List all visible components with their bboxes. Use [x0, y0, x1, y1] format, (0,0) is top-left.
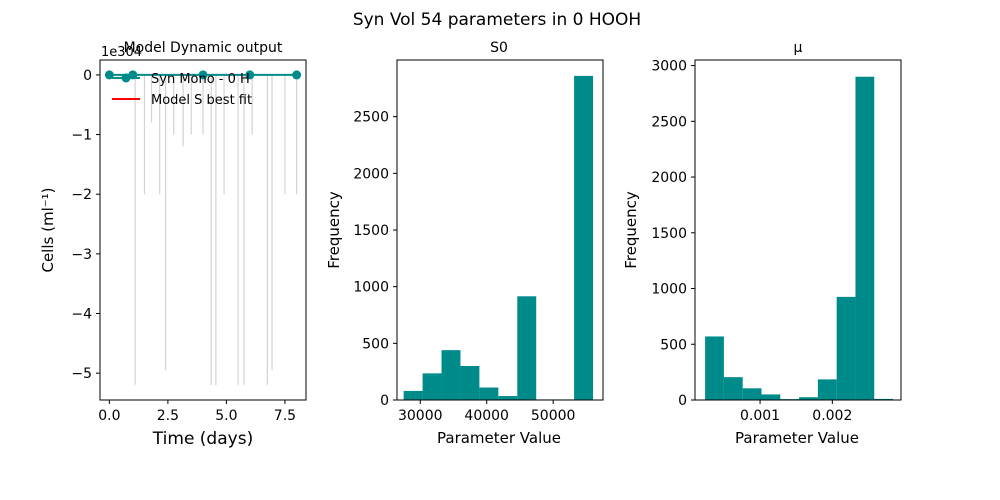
histogram-bar — [761, 394, 781, 400]
y-tick-label: −1 — [71, 128, 92, 144]
x-tick-label: 0.0 — [98, 408, 120, 424]
histogram-bar — [517, 296, 537, 400]
s0-panel: S0 Parameter Value Frequency 30000 40000 5… — [325, 40, 604, 447]
dynamics-ylabel: Cells (ml⁻¹) — [39, 187, 57, 272]
histogram-bar — [817, 379, 837, 400]
y-tick-label: 1000 — [353, 280, 389, 296]
x-tick-label: 50000 — [531, 408, 576, 424]
y-tick-label: 2500 — [353, 110, 389, 126]
x-tick-label: 0.001 — [740, 408, 780, 424]
histogram-bar — [705, 336, 724, 400]
data-point — [198, 70, 208, 80]
mu-frame — [694, 59, 902, 401]
x-tick-label: 0.002 — [812, 408, 852, 424]
mu-xlabel: Parameter Value — [735, 429, 859, 447]
x-tick-label: 7.5 — [274, 408, 296, 424]
mu-title: μ — [794, 40, 803, 56]
dynamics-legend: Syn Mono - 0 H Model S best fit — [112, 72, 252, 108]
dynamics-frame — [99, 59, 307, 401]
histogram-bar — [498, 396, 518, 400]
y-tick-label: −4 — [71, 307, 92, 323]
histogram-bar — [460, 366, 480, 400]
dynamics-panel: Model Dynamic output 1e304 Time (days) C… — [39, 40, 307, 449]
y-tick-label: 0 — [678, 393, 687, 409]
y-tick-label: 0 — [83, 68, 92, 84]
y-tick-label: 2000 — [651, 170, 687, 186]
mu-ylabel: Frequency — [622, 191, 640, 269]
legend-marker-syn-mono — [121, 73, 131, 83]
s0-frame — [396, 59, 604, 401]
data-point — [292, 70, 302, 80]
y-tick-label: 3000 — [651, 59, 687, 75]
mu-panel: μ Parameter Value Frequency 0.001 0.002 0 5… — [622, 40, 902, 447]
y-tick-label: 500 — [362, 336, 389, 352]
data-point — [245, 70, 255, 80]
x-tick-label: 40000 — [464, 408, 509, 424]
histogram-bar — [836, 296, 856, 400]
y-tick-label: 0 — [380, 393, 389, 409]
y-tick-label: −5 — [71, 366, 92, 382]
dynamics-title: Model Dynamic output — [124, 40, 283, 56]
histogram-bar — [874, 398, 894, 400]
y-tick-label: 1500 — [651, 226, 687, 242]
legend-label-best-fit: Model S best fit — [151, 93, 252, 108]
dynamics-offset-text: 1e304 — [101, 45, 142, 60]
histogram-bar — [723, 377, 743, 400]
s0-title: S0 — [490, 40, 508, 56]
x-tick-label: 5.0 — [215, 408, 237, 424]
legend-label-syn-mono: Syn Mono - 0 H — [151, 72, 250, 87]
dynamics-xlabel: Time (days) — [152, 429, 253, 449]
histogram-bar — [479, 387, 499, 400]
y-tick-label: 1500 — [353, 223, 389, 239]
histogram-bar — [441, 350, 461, 400]
histogram-bar — [574, 75, 594, 400]
y-tick-label: −3 — [71, 247, 92, 263]
histogram-bar — [403, 390, 423, 400]
data-point — [104, 70, 114, 80]
figure-suptitle: Syn Vol 54 parameters in 0 HOOH — [353, 10, 641, 30]
x-tick-label: 2.5 — [157, 408, 179, 424]
histogram-bar — [855, 76, 875, 400]
y-tick-label: 2500 — [651, 114, 687, 130]
y-tick-label: 1000 — [651, 282, 687, 298]
histogram-bar — [799, 397, 818, 400]
y-tick-label: 2000 — [353, 166, 389, 182]
y-tick-label: −2 — [71, 187, 92, 203]
histogram-bar — [742, 388, 762, 400]
s0-ylabel: Frequency — [325, 191, 343, 269]
x-tick-label: 30000 — [398, 408, 443, 424]
y-tick-label: 500 — [660, 337, 687, 353]
histogram-bar — [422, 373, 442, 400]
s0-xlabel: Parameter Value — [437, 429, 561, 447]
